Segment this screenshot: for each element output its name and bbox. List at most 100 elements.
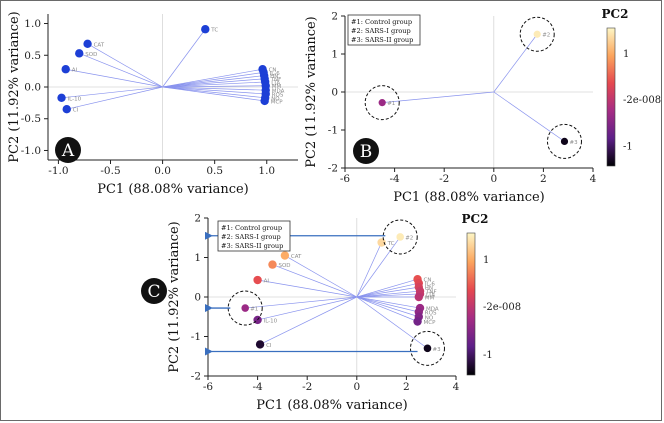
biplot-vector: [284, 255, 357, 298]
y-tick-label: -0.5: [21, 113, 41, 125]
colorbar-tick-label: -1: [483, 350, 493, 361]
colorbar-tick-label: -2e-008: [623, 95, 661, 106]
loading-vector: [162, 72, 264, 88]
legend-box: [217, 220, 291, 252]
biplot-vector: [257, 279, 357, 298]
loading-label: IL-10: [68, 96, 82, 102]
y-tick-label: 1.0: [24, 18, 41, 30]
biplot-vector: [356, 293, 421, 298]
x-tick-label: -6: [203, 381, 214, 393]
loading-vector: [66, 86, 163, 110]
loading-label: CI: [73, 108, 79, 114]
loading-point: [61, 65, 70, 74]
colorbar-bar: [466, 232, 476, 376]
biplot-variable-label: IL-10: [264, 318, 278, 324]
biplot-vector: [259, 296, 357, 345]
biplot-vector: [356, 296, 418, 322]
group-highlight-circle: [546, 123, 582, 159]
loading-vector: [162, 68, 263, 88]
panel-b-scores: #1 #2 #3 #1: Control group#2: SARS-I group#…: [347, 7, 661, 167]
y-axis-title: PC2 (11.92% variance): [304, 16, 319, 168]
loading-label: SOD: [85, 52, 97, 58]
group-legend: #1: Control group#2: SARS-I group#3: SAR…: [347, 14, 421, 46]
group-highlight-circle: [519, 16, 555, 52]
legend-entry: #1: Control group: [351, 18, 412, 26]
legend-entry: #1: Control group: [221, 224, 282, 232]
colorbar-bar: [606, 27, 616, 167]
loading-label: TC: [210, 28, 218, 34]
loading-vector: [162, 29, 206, 88]
legend-box: [347, 14, 421, 46]
biplot-score-point: [241, 304, 249, 312]
biplot-variable-label: SOD: [278, 263, 290, 269]
x-tick-label: 1.0: [258, 165, 275, 177]
legend-entry: #2: SARS-I group: [221, 233, 281, 241]
loading-label: ROS: [272, 92, 284, 98]
biplot-vector: [356, 278, 418, 298]
y-tick-label: 2: [331, 11, 338, 23]
panel-badge-circle: [141, 278, 167, 304]
loading-label: NO: [271, 96, 280, 102]
x-tick-label: -4: [252, 381, 263, 393]
panel-a-axes: -1.0 -0.5 0.0 0.5 1.0 -1.0 -0.5 0.0 0.5 1.0 PC1 (8…: [7, 11, 298, 197]
y-tick-label: -2: [328, 163, 338, 175]
x-axis-title: PC1 (88.08% variance): [393, 190, 545, 205]
score-label: #2: [542, 33, 550, 39]
biplot-variable-point: [268, 260, 277, 269]
y-axis-title: PC2 (11.92% variance): [167, 221, 182, 373]
biplot-variable-point: [280, 251, 290, 260]
y-tick-label: -2: [191, 371, 201, 383]
colorbar-title: PC2: [602, 7, 629, 21]
loading-label: MCP: [271, 99, 284, 105]
x-tick-label: -1.0: [48, 165, 68, 177]
biplot-variable-label: CI: [266, 343, 272, 349]
colorbar-title: PC2: [462, 212, 489, 226]
score-point: [560, 137, 569, 145]
biplot-vector: [356, 296, 419, 313]
score-vector: [356, 236, 401, 298]
x-tick-label: 0.0: [154, 165, 171, 177]
biplot-vector: [356, 290, 421, 298]
loading-vector: [162, 75, 265, 88]
x-tick-label: 0: [490, 173, 497, 185]
loading-vector: [162, 85, 266, 88]
loading-label: HN: [270, 74, 278, 80]
loading-label: IL-6: [270, 71, 281, 77]
group-highlight-circle: [364, 85, 400, 121]
biplot-variable-point: [413, 317, 422, 326]
loading-point: [83, 39, 92, 49]
biplot-vector: [356, 296, 419, 318]
biplot-variable-label: MM: [425, 296, 435, 302]
x-tick-label: 2: [540, 173, 547, 185]
colorbar-c: PC2 1 -2e-008 -1: [462, 212, 521, 376]
group-highlight-circle: [382, 219, 418, 255]
y-tick-label: 0: [194, 292, 201, 304]
biplot-score-point: [396, 233, 405, 241]
x-tick-label: 4: [590, 173, 597, 185]
score-vector: [493, 91, 565, 142]
score-vector: [493, 34, 538, 93]
loading-vector: [162, 86, 265, 102]
loading-vector: [162, 78, 265, 88]
colorbar-tick-label: -1: [623, 142, 633, 153]
score-label: #1: [387, 101, 395, 107]
loading-point: [260, 96, 269, 106]
y-tick-label: -1: [191, 331, 201, 343]
biplot-variable-label: AI: [264, 279, 270, 285]
loading-label: CAT: [94, 42, 105, 48]
y-tick-label: 1: [331, 49, 338, 61]
biplot-variable-label: TNF: [425, 290, 437, 296]
loading-vector: [162, 81, 266, 88]
loading-label: CN: [269, 68, 277, 74]
biplot-variable-label: ROS: [425, 311, 437, 317]
biplot-vector: [356, 286, 419, 298]
loading-vector: [162, 86, 266, 91]
colorbar-b: PC2 1 -2e-008 -1: [602, 7, 661, 167]
y-tick-label: 0: [331, 87, 338, 99]
biplot-variable-label: MDA: [426, 307, 439, 313]
y-tick-label: -1: [328, 125, 338, 137]
panel-c-axes: -6 -4 -2 0 2 4 -2 -1 0 1 2 PC1 (88.08% variance) PC2…: [167, 213, 460, 414]
biplot-variable-point: [377, 238, 386, 247]
group-highlight-circle: [409, 330, 445, 366]
